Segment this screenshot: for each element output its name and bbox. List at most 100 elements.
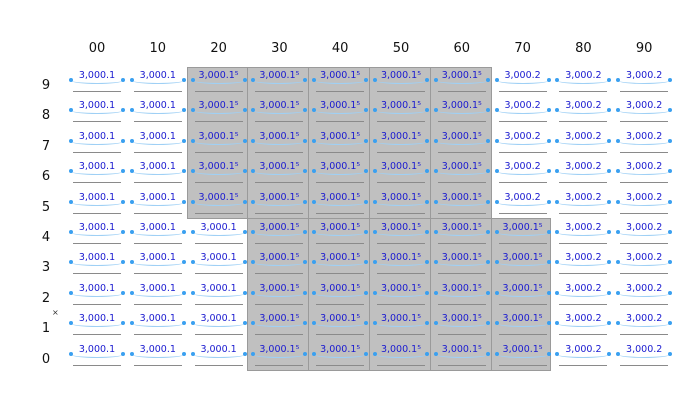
right-handle-icon[interactable] bbox=[181, 78, 186, 82]
grid-cell[interactable]: 3,000.1⁵ bbox=[249, 342, 309, 372]
right-handle-icon[interactable] bbox=[181, 230, 186, 234]
grid-cell[interactable]: 3,000.1 bbox=[128, 98, 188, 128]
left-handle-icon[interactable] bbox=[616, 290, 621, 295]
left-handle-icon[interactable] bbox=[373, 78, 377, 82]
left-handle-icon[interactable] bbox=[373, 138, 377, 143]
grid-cell[interactable]: 3,000.1⁵ bbox=[432, 68, 492, 98]
right-handle-icon[interactable] bbox=[303, 321, 308, 326]
right-handle-icon[interactable] bbox=[121, 108, 125, 113]
grid-cell[interactable]: 3,000.1⁵ bbox=[310, 159, 370, 189]
left-handle-icon[interactable] bbox=[433, 260, 438, 265]
grid-cell[interactable]: 3,000.2 bbox=[553, 190, 613, 220]
left-handle-icon[interactable] bbox=[433, 321, 438, 326]
grid-cell[interactable]: 3,000.2 bbox=[614, 220, 674, 250]
right-handle-icon[interactable] bbox=[181, 351, 186, 356]
grid-cell[interactable]: 3,000.1⁵ bbox=[432, 190, 492, 220]
left-handle-icon[interactable] bbox=[494, 321, 499, 326]
grid-cell[interactable]: 3,000.1⁵ bbox=[249, 250, 309, 280]
right-handle-icon[interactable] bbox=[121, 290, 125, 295]
left-handle-icon[interactable] bbox=[69, 78, 73, 82]
grid-cell[interactable]: 3,000.1 bbox=[128, 250, 188, 280]
right-handle-icon[interactable] bbox=[425, 78, 429, 82]
grid-cell[interactable]: 3,000.1⁵ bbox=[249, 68, 309, 98]
grid-cell[interactable]: 3,000.1 bbox=[128, 159, 188, 189]
right-handle-icon[interactable] bbox=[485, 108, 490, 113]
left-handle-icon[interactable] bbox=[190, 230, 195, 234]
left-handle-icon[interactable] bbox=[494, 351, 499, 356]
grid-cell[interactable]: 3,000.2 bbox=[553, 68, 613, 98]
grid-cell[interactable]: 3,000.1⁵ bbox=[371, 159, 431, 189]
left-handle-icon[interactable] bbox=[494, 169, 499, 174]
right-handle-icon[interactable] bbox=[607, 321, 612, 326]
grid-cell[interactable]: 3,000.1⁵ bbox=[493, 281, 553, 311]
left-handle-icon[interactable] bbox=[494, 138, 499, 143]
left-handle-icon[interactable] bbox=[312, 108, 317, 113]
right-handle-icon[interactable] bbox=[303, 351, 308, 356]
left-handle-icon[interactable] bbox=[251, 169, 256, 174]
grid-cell[interactable]: 3,000.1 bbox=[67, 281, 127, 311]
right-handle-icon[interactable] bbox=[303, 199, 308, 204]
left-handle-icon[interactable] bbox=[69, 260, 73, 265]
right-handle-icon[interactable] bbox=[242, 260, 247, 265]
right-handle-icon[interactable] bbox=[242, 321, 247, 326]
grid-cell[interactable]: 3,000.1 bbox=[67, 98, 127, 128]
right-handle-icon[interactable] bbox=[242, 78, 247, 82]
grid-cell[interactable]: 3,000.1⁵ bbox=[189, 129, 249, 159]
grid-cell[interactable]: 3,000.2 bbox=[493, 159, 553, 189]
grid-cell[interactable]: 3,000.2 bbox=[553, 342, 613, 372]
right-handle-icon[interactable] bbox=[121, 321, 125, 326]
right-handle-icon[interactable] bbox=[121, 351, 125, 356]
left-handle-icon[interactable] bbox=[190, 260, 195, 265]
grid-cell[interactable]: 3,000.1 bbox=[128, 190, 188, 220]
left-handle-icon[interactable] bbox=[373, 199, 377, 204]
left-handle-icon[interactable] bbox=[251, 351, 256, 356]
right-handle-icon[interactable] bbox=[121, 230, 125, 234]
left-handle-icon[interactable] bbox=[433, 108, 438, 113]
grid-cell[interactable]: 3,000.1⁵ bbox=[249, 220, 309, 250]
grid-cell[interactable]: 3,000.2 bbox=[614, 342, 674, 372]
grid-cell[interactable]: 3,000.1⁵ bbox=[371, 129, 431, 159]
right-handle-icon[interactable] bbox=[303, 290, 308, 295]
right-handle-icon[interactable] bbox=[242, 169, 247, 174]
grid-cell[interactable]: 3,000.1⁵ bbox=[371, 98, 431, 128]
grid-cell[interactable]: 3,000.2 bbox=[493, 190, 553, 220]
right-handle-icon[interactable] bbox=[425, 169, 429, 174]
right-handle-icon[interactable] bbox=[546, 169, 551, 174]
right-handle-icon[interactable] bbox=[546, 321, 551, 326]
right-handle-icon[interactable] bbox=[364, 321, 369, 326]
grid-cell[interactable]: 3,000.2 bbox=[493, 98, 553, 128]
left-handle-icon[interactable] bbox=[69, 169, 73, 174]
right-handle-icon[interactable] bbox=[668, 199, 673, 204]
grid-cell[interactable]: 3,000.1 bbox=[128, 129, 188, 159]
right-handle-icon[interactable] bbox=[607, 199, 612, 204]
right-handle-icon[interactable] bbox=[425, 108, 429, 113]
left-handle-icon[interactable] bbox=[251, 230, 256, 234]
right-handle-icon[interactable] bbox=[425, 290, 429, 295]
grid-cell[interactable]: 3,000.1⁵ bbox=[493, 220, 553, 250]
right-handle-icon[interactable] bbox=[364, 138, 369, 143]
left-handle-icon[interactable] bbox=[69, 138, 73, 143]
left-handle-icon[interactable] bbox=[312, 351, 317, 356]
left-handle-icon[interactable] bbox=[129, 290, 134, 295]
left-handle-icon[interactable] bbox=[555, 230, 560, 234]
right-handle-icon[interactable] bbox=[303, 138, 308, 143]
left-handle-icon[interactable] bbox=[373, 290, 377, 295]
left-handle-icon[interactable] bbox=[373, 351, 377, 356]
grid-cell[interactable]: 3,000.1⁵ bbox=[249, 159, 309, 189]
grid-cell[interactable]: 3,000.1 bbox=[189, 311, 249, 341]
left-handle-icon[interactable] bbox=[69, 290, 73, 295]
grid-cell[interactable]: 3,000.1⁵ bbox=[432, 159, 492, 189]
left-handle-icon[interactable] bbox=[616, 260, 621, 265]
left-handle-icon[interactable] bbox=[433, 290, 438, 295]
left-handle-icon[interactable] bbox=[190, 108, 195, 113]
right-handle-icon[interactable] bbox=[181, 199, 186, 204]
left-handle-icon[interactable] bbox=[129, 138, 134, 143]
right-handle-icon[interactable] bbox=[485, 321, 490, 326]
grid-cell[interactable]: 3,000.2 bbox=[614, 129, 674, 159]
right-handle-icon[interactable] bbox=[607, 260, 612, 265]
grid-cell[interactable]: 3,000.1⁵ bbox=[189, 159, 249, 189]
right-handle-icon[interactable] bbox=[364, 351, 369, 356]
grid-cell[interactable]: 3,000.1⁵ bbox=[310, 220, 370, 250]
left-handle-icon[interactable] bbox=[312, 78, 317, 82]
grid-cell[interactable]: 3,000.1 bbox=[189, 220, 249, 250]
